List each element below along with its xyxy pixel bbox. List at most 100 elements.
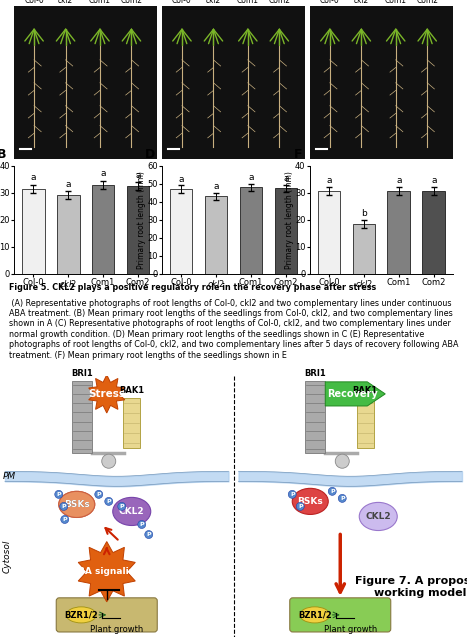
Polygon shape	[325, 382, 385, 406]
Text: Com1: Com1	[89, 0, 111, 5]
Text: P: P	[106, 499, 111, 504]
Text: BSKs: BSKs	[297, 497, 323, 506]
Text: a: a	[65, 180, 71, 189]
Ellipse shape	[59, 491, 95, 517]
Text: Com1: Com1	[237, 0, 259, 5]
Circle shape	[328, 487, 336, 496]
Text: BAK1: BAK1	[353, 386, 378, 395]
Circle shape	[105, 497, 113, 505]
Bar	[275, 188, 297, 274]
Text: a: a	[283, 174, 289, 183]
Text: ckl2: ckl2	[205, 0, 221, 5]
Text: BSKs: BSKs	[64, 500, 90, 509]
Text: a: a	[178, 175, 184, 184]
Text: PM: PM	[3, 472, 16, 481]
Text: Com2: Com2	[120, 0, 142, 5]
Y-axis label: Primary root length (mm): Primary root length (mm)	[284, 171, 294, 269]
Circle shape	[60, 503, 68, 510]
Y-axis label: Primary root length (mm): Primary root length (mm)	[137, 171, 146, 269]
Bar	[170, 189, 192, 274]
Ellipse shape	[59, 491, 95, 517]
FancyBboxPatch shape	[56, 598, 157, 632]
Circle shape	[338, 494, 346, 503]
Circle shape	[118, 503, 126, 510]
Text: Col-0: Col-0	[320, 0, 340, 5]
Circle shape	[95, 490, 103, 498]
Text: P: P	[290, 492, 295, 497]
Text: ckl2: ckl2	[58, 0, 73, 5]
Text: a: a	[30, 173, 36, 182]
Text: a: a	[135, 171, 141, 180]
Text: Figure 5. CKL2 plays a positive regulatory role in the recovery phase after stre: Figure 5. CKL2 plays a positive regulato…	[9, 283, 376, 292]
Text: P: P	[298, 504, 303, 509]
Text: P: P	[57, 492, 61, 497]
Text: a: a	[213, 182, 219, 191]
Circle shape	[55, 490, 63, 498]
Text: Col-0: Col-0	[172, 0, 192, 5]
Circle shape	[138, 520, 146, 529]
Ellipse shape	[300, 607, 330, 623]
Circle shape	[145, 531, 153, 538]
Text: Com2: Com2	[416, 0, 438, 5]
Text: Col-0: Col-0	[24, 0, 44, 5]
FancyBboxPatch shape	[357, 398, 374, 448]
Text: (A) Representative photographs of root lengths of Col-0, ckl2 and two complement: (A) Representative photographs of root l…	[9, 299, 459, 360]
Text: Com1: Com1	[385, 0, 407, 5]
Text: P: P	[120, 504, 124, 509]
Ellipse shape	[113, 497, 151, 526]
Text: P: P	[330, 489, 334, 494]
Circle shape	[296, 503, 304, 510]
Text: P: P	[140, 522, 144, 527]
Text: b: b	[361, 208, 367, 218]
Text: Cytosol: Cytosol	[3, 540, 12, 573]
Ellipse shape	[359, 503, 397, 531]
Text: BRI1: BRI1	[304, 369, 326, 378]
Text: Plant growth: Plant growth	[324, 625, 377, 634]
Text: a: a	[431, 176, 437, 185]
Text: BZR1/2: BZR1/2	[64, 610, 98, 619]
Text: BZR1/2: BZR1/2	[298, 610, 332, 619]
Text: Plant growth: Plant growth	[90, 625, 143, 634]
Polygon shape	[89, 375, 125, 413]
Text: CKL2: CKL2	[366, 512, 391, 521]
Text: B: B	[0, 148, 7, 161]
Text: P: P	[63, 517, 67, 522]
Ellipse shape	[292, 489, 328, 515]
Text: P: P	[62, 504, 66, 509]
FancyBboxPatch shape	[305, 381, 325, 453]
Text: a: a	[100, 169, 106, 178]
Circle shape	[61, 515, 69, 524]
Polygon shape	[78, 541, 135, 602]
FancyBboxPatch shape	[72, 381, 92, 453]
Text: D: D	[144, 148, 155, 161]
Bar	[22, 189, 44, 274]
Text: F: F	[294, 148, 303, 161]
Text: P: P	[340, 496, 345, 501]
Ellipse shape	[335, 454, 349, 468]
Text: a: a	[326, 176, 332, 185]
Bar	[57, 196, 79, 274]
Text: Recovery: Recovery	[327, 389, 378, 399]
FancyBboxPatch shape	[123, 398, 140, 448]
Bar	[353, 224, 375, 274]
Bar	[388, 191, 410, 274]
Text: Figure 7. A proposed
working model: Figure 7. A proposed working model	[355, 576, 467, 598]
Bar	[92, 185, 114, 274]
Circle shape	[288, 490, 296, 498]
Text: ckl2: ckl2	[354, 0, 369, 5]
Text: a: a	[248, 173, 254, 182]
Text: BAK1: BAK1	[119, 386, 144, 395]
Text: P: P	[97, 492, 101, 497]
Text: BRI1: BRI1	[71, 369, 92, 378]
Text: CKL2: CKL2	[119, 507, 145, 516]
Bar	[318, 191, 340, 274]
Bar	[423, 191, 445, 274]
Text: ABA signaling: ABA signaling	[71, 567, 142, 576]
Text: BSKs: BSKs	[64, 500, 90, 509]
Text: Stress: Stress	[88, 389, 125, 399]
Ellipse shape	[102, 454, 116, 468]
Text: a: a	[396, 176, 402, 185]
Bar	[127, 186, 149, 274]
Ellipse shape	[66, 607, 96, 623]
Bar	[240, 187, 262, 274]
